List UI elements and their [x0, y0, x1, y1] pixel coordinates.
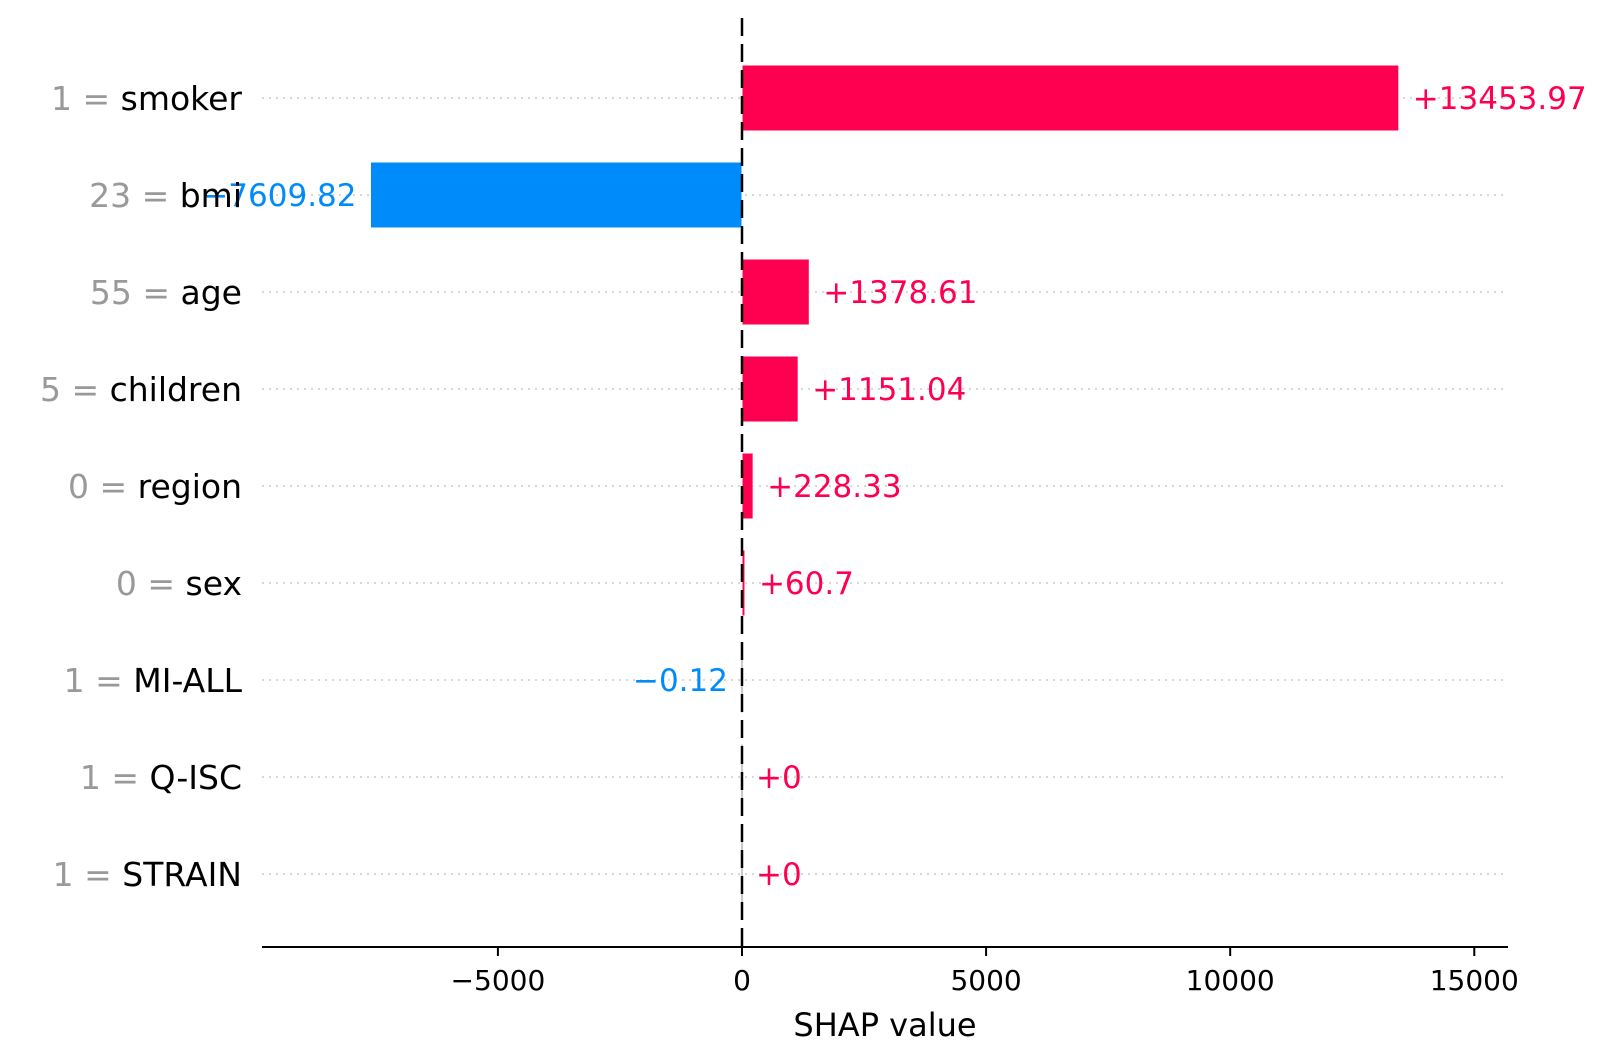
- feature-name-text: MI-ALL: [133, 661, 242, 700]
- feature-name-text: region: [138, 467, 242, 506]
- bar-value-label: +60.7: [759, 566, 854, 602]
- x-tick-label: −5000: [451, 964, 546, 997]
- bar-smoker: [741, 64, 1400, 132]
- feature-label: 23 = bmi: [89, 176, 242, 215]
- bar-age: [741, 258, 810, 326]
- x-tick-label: 15000: [1430, 964, 1519, 997]
- feature-value-text: 1 =: [80, 758, 150, 797]
- x-tick-label: 5000: [950, 964, 1021, 997]
- bar-value-label: +13453.97: [1413, 81, 1587, 117]
- x-axis: −5000 0 5000 10000 15000 SHAP value: [262, 946, 1519, 1044]
- feature-label: 0 = region: [68, 467, 242, 506]
- x-tick-label: 0: [733, 964, 751, 997]
- feature-value-text: 55 =: [90, 273, 181, 312]
- bar-sex: [741, 549, 746, 617]
- bar-value-label: +228.33: [767, 469, 901, 505]
- feature-label: 0 = sex: [116, 564, 242, 603]
- feature-value-text: 1 =: [51, 79, 121, 118]
- bar-value-label: −7609.82: [202, 178, 356, 214]
- bar-value-label: +1378.61: [823, 275, 977, 311]
- x-tick-label: 10000: [1186, 964, 1275, 997]
- feature-name-text: smoker: [121, 79, 243, 118]
- bar-value-labels: +13453.97 −7609.82 +1378.61 +1151.04 +228.33…: [202, 81, 1586, 893]
- bar-children: [741, 355, 799, 423]
- feature-name-text: bmi: [180, 176, 242, 215]
- feature-name-text: sex: [186, 564, 242, 603]
- feature-value-text: 1 =: [53, 855, 123, 894]
- feature-label: 55 = age: [90, 273, 242, 312]
- feature-value-text: 0 =: [116, 564, 186, 603]
- bar-value-label: +0: [756, 857, 802, 893]
- bar-region: [741, 452, 754, 520]
- feature-label: 1 = Q-ISC: [80, 758, 242, 797]
- feature-name-text: children: [110, 370, 242, 409]
- bar-value-label: +0: [756, 760, 802, 796]
- bar-value-label: +1151.04: [812, 372, 966, 408]
- feature-label: 5 = children: [40, 370, 242, 409]
- x-ticks: −5000 0 5000 10000 15000: [451, 947, 1519, 997]
- feature-name-text: STRAIN: [122, 855, 242, 894]
- feature-label: 1 = STRAIN: [53, 855, 242, 894]
- bars: [370, 64, 1400, 908]
- feature-value-text: 5 =: [40, 370, 110, 409]
- bar-value-label: −0.12: [633, 663, 728, 699]
- feature-value-text: 0 =: [68, 467, 138, 506]
- feature-label: 1 = smoker: [51, 79, 242, 118]
- bar-bmi: [370, 161, 743, 229]
- feature-value-text: 1 =: [64, 661, 134, 700]
- feature-name-text: age: [181, 273, 242, 312]
- feature-label: 1 = MI-ALL: [64, 661, 243, 700]
- feature-labels: 1 = smoker 23 = bmi 55 = age 5 = children 0 …: [40, 79, 243, 894]
- feature-value-text: 23 =: [89, 176, 180, 215]
- x-axis-label: SHAP value: [793, 1006, 976, 1044]
- feature-name-text: Q-ISC: [149, 758, 242, 797]
